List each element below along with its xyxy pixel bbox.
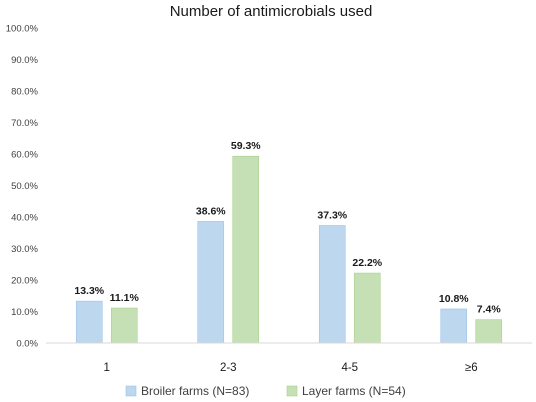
bar-layer-3	[475, 319, 503, 344]
bar-broiler-3	[440, 308, 468, 344]
chart-title: Number of antimicrobials used	[170, 3, 373, 20]
y-tick-label: 70.0%	[11, 118, 38, 129]
data-label: 37.3%	[317, 210, 347, 222]
y-tick-label: 0.0%	[16, 339, 38, 350]
x-tick-label: ≥6	[465, 362, 478, 374]
legend-label-layer: Layer farms (N=54)	[302, 384, 406, 398]
y-tick-label: 20.0%	[11, 276, 38, 287]
legend-label-broiler: Broiler farms (N=83)	[141, 384, 249, 398]
x-tick-label: 1	[104, 362, 110, 374]
legend-swatch-broiler	[125, 385, 137, 397]
y-tick-label: 60.0%	[11, 150, 38, 161]
data-label: 10.8%	[439, 293, 469, 305]
legend: Broiler farms (N=83) Layer farms (N=54)	[125, 384, 406, 398]
bar-layer-1	[232, 155, 260, 344]
data-labels: 13.3% 11.1% 38.6% 59.3% 37.3% 22.2% 10.8% 7.4%	[74, 140, 501, 315]
bar-layer-0	[110, 307, 138, 344]
y-tick-label: 90.0%	[11, 55, 38, 66]
data-label: 38.6%	[196, 205, 226, 217]
x-axis-ticks: 1 2-3 4-5 ≥6	[104, 362, 478, 374]
bar-broiler-1	[197, 221, 225, 344]
y-tick-label: 10.0%	[11, 307, 38, 318]
y-tick-label: 40.0%	[11, 213, 38, 224]
y-tick-label: 100.0%	[6, 24, 39, 35]
bar-broiler-2	[318, 225, 346, 344]
data-label: 13.3%	[74, 285, 104, 297]
y-tick-label: 80.0%	[11, 87, 38, 98]
data-label: 11.1%	[110, 292, 140, 304]
x-tick-label: 4-5	[341, 362, 358, 374]
data-label: 59.3%	[231, 140, 261, 152]
bar-layer-2	[353, 272, 381, 344]
y-axis-ticks: 0.0% 10.0% 20.0% 30.0% 40.0% 50.0% 60.0% 70.0% 8…	[6, 24, 39, 350]
data-label: 7.4%	[477, 304, 502, 316]
y-tick-label: 50.0%	[11, 181, 38, 192]
bar-broiler-0	[75, 300, 103, 344]
y-tick-label: 30.0%	[11, 244, 38, 255]
data-label: 22.2%	[352, 257, 382, 269]
x-tick-label: 2-3	[220, 362, 237, 374]
legend-swatch-layer	[286, 385, 298, 397]
bars	[75, 155, 503, 344]
